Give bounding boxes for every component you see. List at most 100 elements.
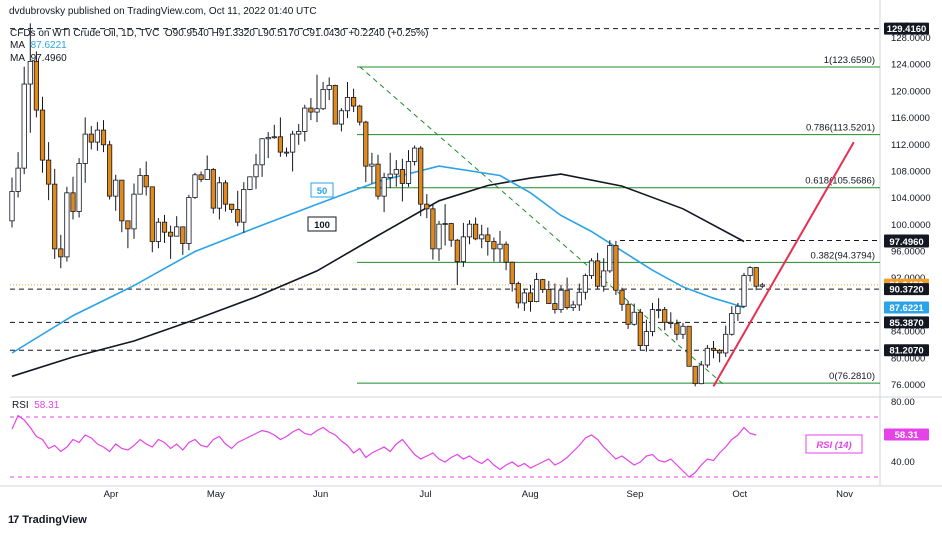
candle-body: [515, 283, 521, 304]
candle-body: [448, 223, 454, 241]
candle-body: [460, 236, 467, 262]
candle-body: [735, 305, 741, 314]
downtrend-line: [359, 66, 727, 387]
candle-body: [717, 349, 723, 354]
rsi-y-tick: 40.00: [891, 457, 915, 468]
candle-body: [326, 84, 332, 90]
candle-body: [546, 289, 552, 304]
candle-body: [76, 163, 82, 212]
candle-body: [601, 270, 607, 287]
candle-body: [442, 223, 448, 225]
candle-body: [668, 321, 674, 325]
ma100-legend[interactable]: MA 97.4960: [10, 53, 67, 64]
candle-body: [674, 323, 680, 335]
candle-body: [662, 309, 668, 323]
rsi-legend[interactable]: RSI 58.31: [12, 400, 59, 411]
candle-body: [9, 191, 15, 222]
y-tick-label: 124.0000: [891, 60, 931, 71]
y-tick-label: 116.0000: [891, 113, 930, 124]
ma100-tag-box: [307, 216, 337, 232]
candle-body: [686, 325, 692, 367]
candle-body: [52, 183, 58, 250]
ma100-legend-value: 97.4960: [30, 53, 67, 64]
candle-body: [308, 107, 314, 113]
candle-body: [564, 289, 570, 308]
candle-body: [180, 226, 186, 244]
candle-body: [228, 203, 235, 210]
candle-body: [192, 174, 198, 198]
price-tag-label: 81.2070: [889, 346, 923, 357]
candle-body: [375, 163, 381, 197]
candle-body: [393, 169, 399, 175]
candle-body: [649, 309, 656, 333]
candle-body: [588, 260, 595, 276]
candle-body: [607, 245, 613, 272]
price-tag-label: 87.6221: [889, 303, 924, 314]
candle-body: [39, 109, 46, 161]
ma50-legend[interactable]: MA 87.6221: [10, 40, 67, 51]
candle-body: [381, 177, 387, 197]
instrument-name: CFDs on WTI Crude Oil, 1D, TVC: [10, 28, 160, 39]
candle-body: [424, 203, 430, 210]
y-tick-label: 84.0000: [891, 327, 925, 338]
candle-body: [198, 174, 204, 180]
candle-body: [643, 331, 650, 347]
ma50-tag-box: [310, 182, 334, 198]
price-tag-box: [884, 235, 929, 248]
candle-body: [235, 209, 241, 223]
rsi-badge-label: RSI (14): [816, 440, 851, 451]
candle-body: [436, 223, 442, 250]
candle-body: [704, 347, 711, 366]
x-month-label: Sep: [627, 489, 644, 500]
candle-body: [625, 303, 631, 325]
candle-body: [485, 234, 491, 242]
candle-body: [680, 325, 686, 335]
tradingview-brand: TradingView: [22, 514, 87, 526]
candle-body: [552, 303, 558, 310]
price-tag-box: [884, 316, 929, 329]
instrument-line: CFDs on WTI Crude Oil, 1D, TVC O90.9540 …: [10, 28, 428, 39]
publisher-line: dvdubrovsky published on TradingView.com…: [9, 6, 317, 17]
candle-body: [289, 133, 296, 153]
candle-body: [302, 107, 308, 132]
candle-body: [350, 97, 357, 107]
candle-body: [271, 136, 277, 139]
tradingview-logo-icon: 17: [8, 514, 19, 526]
rsi-badge-box: [805, 434, 863, 454]
candle-body: [277, 136, 284, 153]
candle-body: [582, 275, 589, 293]
candle-body: [143, 175, 149, 188]
candle-body: [613, 245, 619, 291]
candle-body: [387, 173, 393, 178]
candle-body: [521, 292, 528, 304]
candle-body: [253, 164, 259, 178]
candle-body: [418, 147, 424, 205]
fib-level-label: 1(123.6590): [824, 55, 875, 66]
price-tag-box: [884, 283, 929, 296]
candle-body: [64, 192, 70, 258]
candle-body: [137, 175, 143, 195]
rsi-value-tag-box: [884, 428, 929, 441]
candle-body: [33, 60, 40, 111]
candle-body: [405, 161, 412, 184]
y-tick-label: 100.0000: [891, 220, 931, 231]
y-tick-label: 112.0000: [891, 140, 930, 151]
ma50-legend-value: 87.6221: [30, 40, 67, 51]
candle-body: [369, 163, 375, 167]
candle-body: [259, 138, 265, 166]
price-tag-box: [884, 22, 929, 35]
candle-body: [241, 189, 247, 223]
candle-body: [411, 147, 418, 162]
candle-body: [497, 243, 503, 250]
tradingview-footer[interactable]: 17 TradingView: [8, 514, 87, 526]
candle-body: [491, 241, 497, 250]
candle-body: [558, 289, 564, 310]
candle-body: [15, 167, 21, 192]
candle-body: [21, 83, 27, 169]
candle-body: [186, 197, 192, 244]
y-tick-label: 128.0000: [891, 33, 931, 44]
candle-body: [161, 221, 168, 233]
rsi-line: [11, 414, 757, 478]
candle-body: [710, 347, 717, 351]
